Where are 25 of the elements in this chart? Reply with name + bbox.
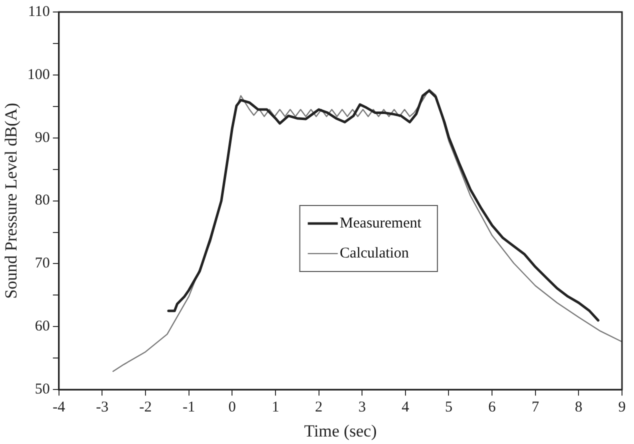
x-tick-label: 5	[444, 400, 452, 416]
x-tick-label: -1	[182, 400, 196, 416]
x-tick-label: 1	[272, 400, 280, 416]
y-tick-label: 80	[34, 192, 50, 209]
x-axis-title: Time (sec)	[304, 421, 377, 440]
y-tick-label: 100	[27, 66, 50, 83]
x-tick-label: 3	[358, 400, 366, 416]
y-axis-title: Sound Pressure Level dB(A)	[2, 102, 21, 299]
legend-label: Calculation	[340, 245, 410, 262]
x-tick-label: 7	[532, 400, 540, 416]
y-tick-label: 110	[28, 4, 50, 20]
x-tick-label: -2	[139, 400, 152, 416]
x-tick-label: -3	[96, 400, 108, 416]
y-tick-label: 60	[34, 318, 50, 335]
y-tick-label: 50	[34, 382, 50, 398]
x-tick-label: 8	[574, 400, 582, 416]
y-tick-label: 90	[34, 130, 50, 146]
x-tick-label: 4	[402, 400, 410, 416]
x-tick-label: 0	[228, 400, 236, 416]
y-tick-label: 70	[34, 256, 50, 272]
legend-label: Measurement	[340, 215, 422, 232]
x-tick-label: 2	[315, 400, 323, 416]
x-tick-label: 9	[618, 400, 626, 416]
x-tick-label: 6	[488, 400, 496, 416]
x-tick-label: -4	[52, 400, 66, 416]
